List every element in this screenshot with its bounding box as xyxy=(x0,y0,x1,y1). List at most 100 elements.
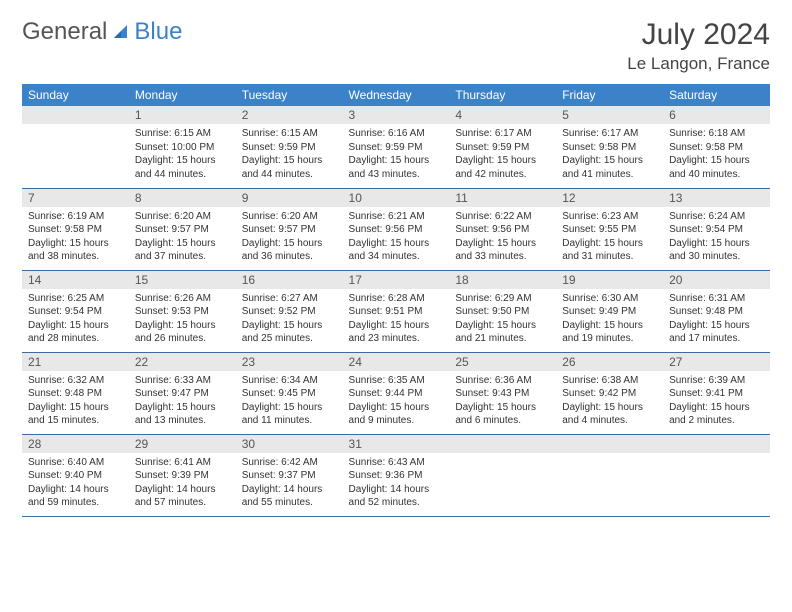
logo: General Blue xyxy=(22,18,182,46)
day-text: Sunrise: 6:41 AMSunset: 9:39 PMDaylight:… xyxy=(129,453,236,514)
day-text-line: Sunrise: 6:28 AM xyxy=(349,292,444,306)
day-text-line: and 11 minutes. xyxy=(242,414,337,428)
day-text-line: Daylight: 14 hours xyxy=(349,483,444,497)
day-text-line: and 4 minutes. xyxy=(562,414,657,428)
day-number: 22 xyxy=(129,353,236,371)
day-text-line: and 44 minutes. xyxy=(135,168,230,182)
day-number: 18 xyxy=(449,271,556,289)
day-text-line: Daylight: 15 hours xyxy=(455,237,550,251)
day-text-line: and 57 minutes. xyxy=(135,496,230,510)
day-text-line: Sunrise: 6:18 AM xyxy=(669,127,764,141)
day-text-line: Daylight: 15 hours xyxy=(562,237,657,251)
calendar-cell: 7Sunrise: 6:19 AMSunset: 9:58 PMDaylight… xyxy=(22,188,129,270)
day-text-line: and 28 minutes. xyxy=(28,332,123,346)
day-text-line: Daylight: 15 hours xyxy=(242,401,337,415)
day-text: Sunrise: 6:27 AMSunset: 9:52 PMDaylight:… xyxy=(236,289,343,350)
weekday-header: Wednesday xyxy=(343,84,450,106)
day-number: 11 xyxy=(449,189,556,207)
day-text-line: Sunset: 9:57 PM xyxy=(135,223,230,237)
location: Le Langon, France xyxy=(627,54,770,74)
day-text-line: Daylight: 15 hours xyxy=(455,154,550,168)
day-text-line: Sunset: 9:59 PM xyxy=(242,141,337,155)
day-text-line: Sunrise: 6:23 AM xyxy=(562,210,657,224)
day-text-line: and 41 minutes. xyxy=(562,168,657,182)
day-text-line: Daylight: 15 hours xyxy=(242,154,337,168)
calendar-cell: 2Sunrise: 6:15 AMSunset: 9:59 PMDaylight… xyxy=(236,106,343,188)
day-text-line: and 43 minutes. xyxy=(349,168,444,182)
day-number: 30 xyxy=(236,435,343,453)
day-text xyxy=(22,124,129,131)
calendar-cell: 5Sunrise: 6:17 AMSunset: 9:58 PMDaylight… xyxy=(556,106,663,188)
day-text-line: Sunset: 9:59 PM xyxy=(455,141,550,155)
day-text-line: and 23 minutes. xyxy=(349,332,444,346)
day-number: 29 xyxy=(129,435,236,453)
day-text-line: and 2 minutes. xyxy=(669,414,764,428)
day-text-line: Daylight: 15 hours xyxy=(455,319,550,333)
day-text-line: Sunset: 9:36 PM xyxy=(349,469,444,483)
day-text: Sunrise: 6:15 AMSunset: 9:59 PMDaylight:… xyxy=(236,124,343,185)
day-text-line: Sunrise: 6:26 AM xyxy=(135,292,230,306)
weekday-header: Friday xyxy=(556,84,663,106)
day-text xyxy=(556,453,663,460)
day-text: Sunrise: 6:34 AMSunset: 9:45 PMDaylight:… xyxy=(236,371,343,432)
calendar-cell: 31Sunrise: 6:43 AMSunset: 9:36 PMDayligh… xyxy=(343,434,450,516)
day-text-line: Sunrise: 6:41 AM xyxy=(135,456,230,470)
day-text: Sunrise: 6:33 AMSunset: 9:47 PMDaylight:… xyxy=(129,371,236,432)
day-text-line: and 25 minutes. xyxy=(242,332,337,346)
day-text-line: and 30 minutes. xyxy=(669,250,764,264)
day-text-line: Sunset: 9:48 PM xyxy=(28,387,123,401)
day-text: Sunrise: 6:24 AMSunset: 9:54 PMDaylight:… xyxy=(663,207,770,268)
day-text-line: Daylight: 15 hours xyxy=(28,237,123,251)
day-number: 20 xyxy=(663,271,770,289)
day-text-line: Sunset: 9:54 PM xyxy=(28,305,123,319)
day-text: Sunrise: 6:23 AMSunset: 9:55 PMDaylight:… xyxy=(556,207,663,268)
calendar-cell: 25Sunrise: 6:36 AMSunset: 9:43 PMDayligh… xyxy=(449,352,556,434)
day-text-line: and 15 minutes. xyxy=(28,414,123,428)
day-text-line: Sunset: 9:39 PM xyxy=(135,469,230,483)
day-number: 23 xyxy=(236,353,343,371)
day-text-line: Daylight: 15 hours xyxy=(135,319,230,333)
weekday-header: Saturday xyxy=(663,84,770,106)
day-text-line: and 26 minutes. xyxy=(135,332,230,346)
day-text-line: Sunrise: 6:17 AM xyxy=(562,127,657,141)
day-text: Sunrise: 6:17 AMSunset: 9:58 PMDaylight:… xyxy=(556,124,663,185)
day-text: Sunrise: 6:16 AMSunset: 9:59 PMDaylight:… xyxy=(343,124,450,185)
calendar-cell: 4Sunrise: 6:17 AMSunset: 9:59 PMDaylight… xyxy=(449,106,556,188)
calendar-cell: 6Sunrise: 6:18 AMSunset: 9:58 PMDaylight… xyxy=(663,106,770,188)
day-text-line: Sunrise: 6:40 AM xyxy=(28,456,123,470)
day-text-line: and 36 minutes. xyxy=(242,250,337,264)
day-text-line: and 52 minutes. xyxy=(349,496,444,510)
day-text-line: Sunset: 9:54 PM xyxy=(669,223,764,237)
day-text-line: Daylight: 15 hours xyxy=(135,401,230,415)
calendar-cell: 10Sunrise: 6:21 AMSunset: 9:56 PMDayligh… xyxy=(343,188,450,270)
calendar-cell xyxy=(663,434,770,516)
day-number xyxy=(449,435,556,453)
day-text-line: Daylight: 15 hours xyxy=(135,154,230,168)
day-text: Sunrise: 6:21 AMSunset: 9:56 PMDaylight:… xyxy=(343,207,450,268)
day-text-line: Sunrise: 6:21 AM xyxy=(349,210,444,224)
day-text: Sunrise: 6:15 AMSunset: 10:00 PMDaylight… xyxy=(129,124,236,185)
day-text-line: Sunset: 9:41 PM xyxy=(669,387,764,401)
calendar-cell: 27Sunrise: 6:39 AMSunset: 9:41 PMDayligh… xyxy=(663,352,770,434)
day-text: Sunrise: 6:32 AMSunset: 9:48 PMDaylight:… xyxy=(22,371,129,432)
day-text-line: Daylight: 15 hours xyxy=(562,319,657,333)
day-text-line: Sunrise: 6:27 AM xyxy=(242,292,337,306)
day-text: Sunrise: 6:18 AMSunset: 9:58 PMDaylight:… xyxy=(663,124,770,185)
calendar-cell xyxy=(449,434,556,516)
day-text: Sunrise: 6:19 AMSunset: 9:58 PMDaylight:… xyxy=(22,207,129,268)
day-text-line: Sunrise: 6:30 AM xyxy=(562,292,657,306)
day-number: 3 xyxy=(343,106,450,124)
day-text-line: Sunset: 9:58 PM xyxy=(28,223,123,237)
day-number: 1 xyxy=(129,106,236,124)
day-number: 8 xyxy=(129,189,236,207)
logo-text-2: Blue xyxy=(134,18,182,46)
day-text-line: Sunset: 9:48 PM xyxy=(669,305,764,319)
day-text: Sunrise: 6:17 AMSunset: 9:59 PMDaylight:… xyxy=(449,124,556,185)
calendar-cell: 30Sunrise: 6:42 AMSunset: 9:37 PMDayligh… xyxy=(236,434,343,516)
day-text-line: Daylight: 15 hours xyxy=(669,237,764,251)
day-number xyxy=(663,435,770,453)
day-text-line: and 17 minutes. xyxy=(669,332,764,346)
day-text-line: Sunrise: 6:42 AM xyxy=(242,456,337,470)
day-text-line: and 31 minutes. xyxy=(562,250,657,264)
calendar-cell: 13Sunrise: 6:24 AMSunset: 9:54 PMDayligh… xyxy=(663,188,770,270)
